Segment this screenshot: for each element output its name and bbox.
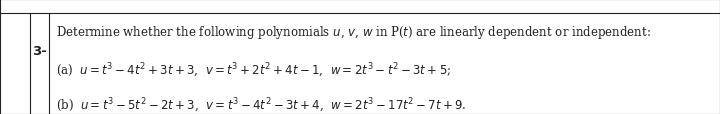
Text: 3-: 3- [32, 45, 47, 58]
Text: (b)  $u = t^3 - 5t^2 - 2t + 3$,  $v = t^3 - 4t^2 - 3t + 4$,  $w = 2t^3 - 17t^2 -: (b) $u = t^3 - 5t^2 - 2t + 3$, $v = t^3 … [56, 96, 467, 114]
Text: (a)  $u = t^3 - 4t^2 + 3t + 3$,  $v = t^3 + 2t^2 + 4t - 1$,  $w = 2t^3 - t^2 - 3: (a) $u = t^3 - 4t^2 + 3t + 3$, $v = t^3 … [56, 62, 451, 80]
Text: Determine whether the following polynomials $u$, $v$, $w$ in P($t$) are linearly: Determine whether the following polynomi… [56, 23, 651, 40]
